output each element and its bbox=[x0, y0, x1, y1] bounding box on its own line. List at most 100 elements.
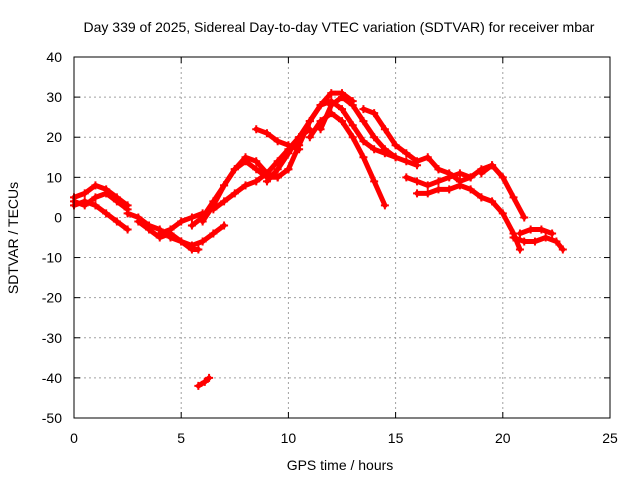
data-point-track-8 bbox=[230, 165, 239, 174]
data-point-track-20 bbox=[498, 209, 507, 218]
data-point-track-4 bbox=[198, 237, 207, 246]
data-point-track-17 bbox=[413, 189, 422, 198]
data-point-track-6 bbox=[187, 213, 196, 222]
data-point-track-18 bbox=[445, 169, 454, 178]
y-tick-label: 30 bbox=[46, 89, 62, 105]
data-point-track-15 bbox=[370, 109, 379, 118]
data-point-track-1 bbox=[123, 225, 132, 234]
data-point-track-11 bbox=[273, 165, 282, 174]
y-tick-label: -40 bbox=[42, 370, 62, 386]
data-point-track-13 bbox=[348, 133, 357, 142]
y-tick-label: -20 bbox=[42, 290, 62, 306]
data-point-track-8 bbox=[220, 181, 229, 190]
data-point-track-8 bbox=[241, 157, 250, 166]
data-point-track-12 bbox=[295, 141, 304, 150]
data-point-track-21 bbox=[541, 233, 550, 242]
series-track-14 bbox=[318, 94, 420, 168]
data-point-track-12 bbox=[284, 165, 293, 174]
data-point-track-23 bbox=[205, 373, 214, 382]
data-point-track-23 bbox=[200, 377, 209, 386]
data-point-track-23 bbox=[194, 381, 203, 390]
series-track-20 bbox=[478, 194, 523, 252]
data-point-track-7 bbox=[187, 221, 196, 230]
data-point-track-19 bbox=[509, 193, 518, 202]
y-tick-label: -30 bbox=[42, 330, 62, 346]
y-axis-label: SDTVAR / TECUs bbox=[5, 182, 21, 294]
data-point-track-2 bbox=[80, 189, 89, 198]
x-tick-label: 5 bbox=[177, 430, 185, 446]
data-point-track-13 bbox=[380, 201, 389, 210]
data-point-track-6 bbox=[177, 217, 186, 226]
y-tick-label: 40 bbox=[46, 49, 62, 65]
data-point-track-18 bbox=[455, 177, 464, 186]
data-point-track-1 bbox=[112, 217, 121, 226]
data-point-track-22 bbox=[526, 225, 535, 234]
data-point-track-3 bbox=[91, 193, 100, 202]
data-point-track-8 bbox=[198, 217, 207, 226]
data-point-track-10 bbox=[273, 137, 282, 146]
data-point-track-3 bbox=[102, 189, 111, 198]
data-point-track-16 bbox=[455, 169, 464, 178]
data-point-track-13 bbox=[370, 177, 379, 186]
y-tick-label: 10 bbox=[46, 169, 62, 185]
data-point-track-21 bbox=[509, 233, 518, 242]
x-tick-label: 20 bbox=[495, 430, 511, 446]
data-point-track-10 bbox=[252, 125, 261, 134]
data-point-track-6 bbox=[166, 225, 175, 234]
data-point-track-5 bbox=[194, 245, 203, 254]
data-point-track-18 bbox=[466, 173, 475, 182]
data-point-track-17 bbox=[434, 185, 443, 194]
data-point-track-9 bbox=[241, 181, 250, 190]
data-point-track-19 bbox=[498, 173, 507, 182]
data-point-track-14 bbox=[348, 101, 357, 110]
plot-frame bbox=[73, 56, 611, 419]
x-tick-label: 15 bbox=[388, 430, 404, 446]
x-axis-label: GPS time / hours bbox=[287, 457, 394, 473]
data-point-track-19 bbox=[488, 161, 497, 170]
data-point-track-9 bbox=[262, 169, 271, 178]
data-point-track-7 bbox=[252, 157, 261, 166]
data-point-track-14 bbox=[338, 93, 346, 102]
data-point-track-17 bbox=[445, 185, 454, 194]
data-point-track-17 bbox=[423, 189, 432, 198]
data-traces bbox=[70, 89, 567, 390]
y-tick-label: 0 bbox=[54, 209, 62, 225]
data-point-track-15 bbox=[391, 141, 400, 150]
data-point-track-11 bbox=[262, 177, 271, 186]
data-point-track-13 bbox=[305, 133, 314, 142]
data-point-track-22 bbox=[548, 229, 557, 238]
data-point-track-9 bbox=[230, 189, 239, 198]
data-point-track-4 bbox=[209, 229, 218, 238]
data-point-track-13 bbox=[338, 117, 346, 126]
data-point-track-5 bbox=[145, 225, 154, 234]
data-point-track-8 bbox=[252, 165, 261, 174]
data-point-track-15 bbox=[413, 157, 422, 166]
data-point-track-12 bbox=[305, 117, 314, 126]
data-point-track-14 bbox=[391, 153, 400, 162]
y-tick-label: 20 bbox=[46, 129, 62, 145]
series-track-22 bbox=[517, 227, 555, 236]
data-point-track-8 bbox=[273, 173, 282, 182]
data-point-track-4 bbox=[220, 221, 229, 230]
data-point-track-19 bbox=[477, 169, 486, 178]
data-point-track-12 bbox=[316, 101, 325, 110]
data-point-track-22 bbox=[515, 229, 524, 238]
data-point-track-14 bbox=[370, 133, 379, 142]
data-point-track-2 bbox=[91, 181, 100, 190]
data-point-track-1 bbox=[91, 201, 100, 210]
data-point-track-16 bbox=[423, 181, 432, 190]
data-point-track-16 bbox=[434, 177, 443, 186]
data-point-track-12 bbox=[359, 137, 368, 146]
data-point-track-9 bbox=[220, 197, 229, 206]
data-point-track-14 bbox=[316, 125, 325, 134]
data-point-track-18 bbox=[434, 165, 443, 174]
data-point-track-21 bbox=[552, 237, 561, 246]
data-point-track-20 bbox=[477, 193, 486, 202]
data-point-track-17 bbox=[466, 185, 475, 194]
data-point-track-6 bbox=[155, 229, 164, 238]
data-point-track-3 bbox=[112, 197, 121, 206]
data-point-track-19 bbox=[520, 213, 529, 222]
data-point-track-15 bbox=[359, 105, 368, 114]
data-point-track-14 bbox=[402, 157, 411, 166]
